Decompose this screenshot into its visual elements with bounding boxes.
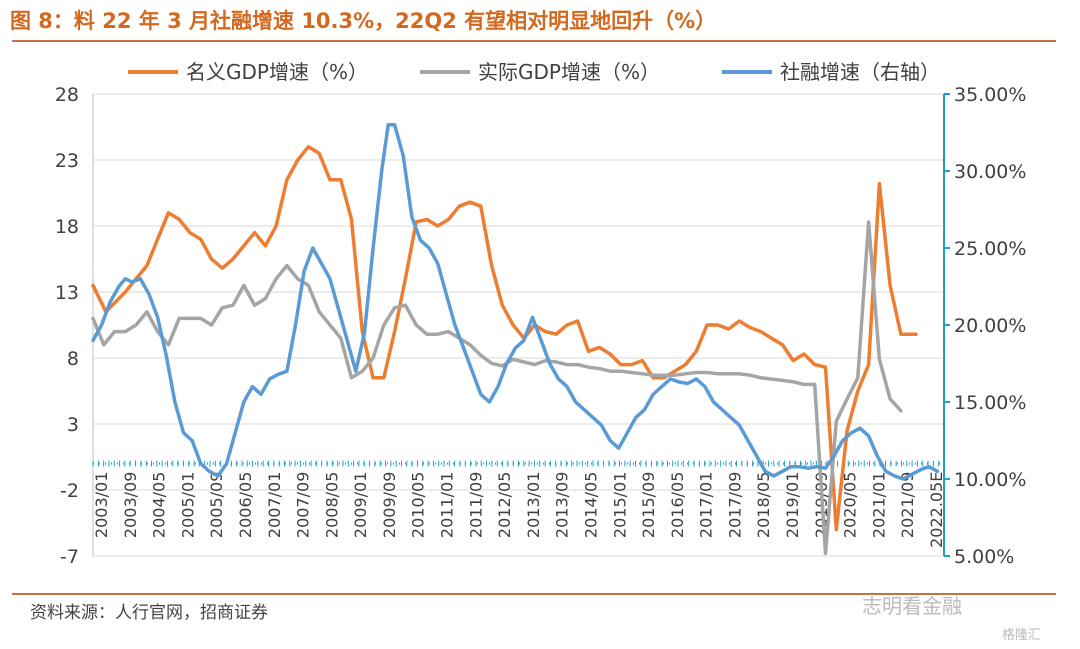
source-note: 资料来源：人行官网，招商证券 [30,603,268,623]
x-tick-label: 2014/05 [581,472,600,538]
x-tick-label: 2004/05 [150,472,169,538]
right-tick-label: 30.00% [954,161,1026,183]
right-tick-label: 5.00% [954,546,1014,568]
x-tick-label: 2008/05 [322,472,341,538]
watermark: 志明看金融 [862,594,962,618]
x-tick-label: 2017/01 [697,472,716,538]
right-tick-label: 25.00% [954,238,1026,260]
legend-label: 实际GDP增速（%） [478,60,660,84]
x-tick-label: 2006/05 [236,472,255,538]
left-tick-label: -2 [60,480,79,502]
x-tick-label: 2010/05 [409,472,428,538]
right-tick-label: 35.00% [954,84,1026,106]
x-tick-label: 2005/01 [178,472,197,538]
series-line-0 [91,145,918,532]
x-tick-label: 2009/01 [351,472,370,538]
left-tick-label: 8 [67,348,79,370]
x-tick-label: 2011/01 [438,472,457,538]
x-tick-label: 2015/09 [639,472,658,538]
left-tick-label: -7 [60,546,79,568]
x-tick-label: 2021/01 [869,472,888,538]
left-tick-label: 18 [55,216,79,238]
legend-label: 名义GDP增速（%） [186,60,368,84]
x-tick-label: 2003/01 [92,472,111,538]
left-axis-ticks: 28 23 18 13 8 3 -2 -7 [55,84,79,568]
series-line-2 [91,123,940,481]
x-axis-ticks: 2003/01 2003/09 2004/05 2005/01 2005/09 2006/… [92,472,946,548]
x-tick-label: 2020/05 [841,472,860,538]
x-tick-label: 2009/09 [380,472,399,538]
series-lines [91,123,940,556]
x-tick-label: 2017/09 [725,472,744,538]
right-tick-label: 20.00% [954,315,1026,337]
x-tick-label: 2022.05E [927,472,946,548]
left-tick-label: 13 [55,282,79,304]
x-tick-label: 2018/05 [754,472,773,538]
x-tick-label: 2007/09 [294,472,313,538]
x-tick-label: 2021/09 [898,472,917,538]
figure-title: 图 8：料 22 年 3 月社融增速 10.3%，22Q2 有望相对明显地回升（… [10,9,717,33]
x-tick-label: 2013/01 [524,472,543,538]
right-tick-label: 15.00% [954,392,1026,414]
legend-label: 社融增速（右轴） [780,60,940,84]
x-tick-label: 2013/09 [553,472,572,538]
footer-rule [12,593,1056,595]
x-tick-label: 2007/01 [265,472,284,538]
x-tick-label: 2015/01 [610,472,629,538]
x-tick-label: 2011/09 [466,472,485,538]
left-tick-label: 3 [67,414,79,436]
title-rule [12,40,1056,42]
left-tick-label: 23 [55,150,79,172]
x-tick-label: 2003/09 [121,472,140,538]
left-tick-label: 28 [55,84,79,106]
legend: 名义GDP增速（%） 实际GDP增速（%） 社融增速（右轴） [128,60,940,84]
right-tick-label: 10.00% [954,469,1026,491]
x-tick-label: 2019/01 [783,472,802,538]
x-tick-label: 2016/05 [668,472,687,538]
series-line-1 [91,220,903,556]
chart: 28 23 18 13 8 3 -2 -7 35.00% 30.00% 25.00% 20.00% 1… [55,60,1027,568]
right-axis-ticks: 35.00% 30.00% 25.00% 20.00% 15.00% 10.00% 5.00… [944,84,1026,568]
x-tick-label: 2005/09 [207,472,226,538]
watermark-secondary: 格隆汇 [1002,628,1042,643]
x-tick-label: 2012/05 [495,472,514,538]
